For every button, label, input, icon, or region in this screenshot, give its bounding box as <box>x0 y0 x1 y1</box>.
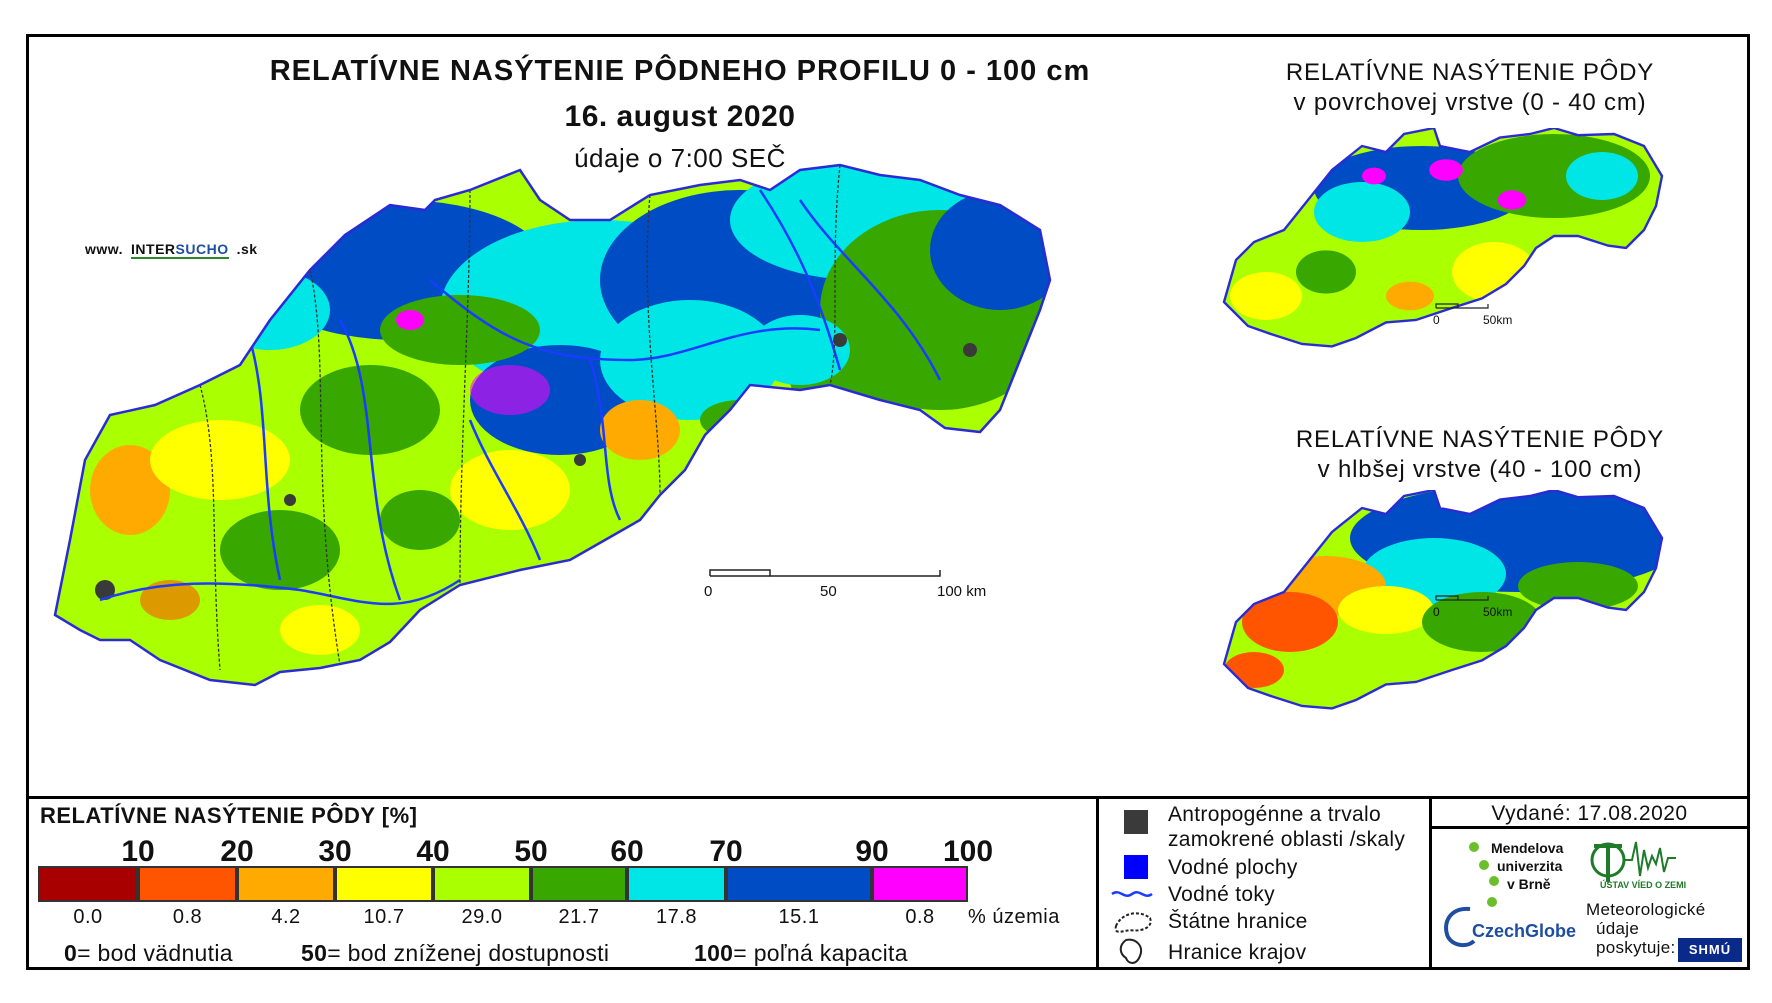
surface-map-title: RELATÍVNE NASÝTENIE PÔDY v povrchovej vr… <box>1200 58 1740 118</box>
color-swatch-8 <box>872 866 968 902</box>
water-area-swatch-icon <box>1124 855 1148 879</box>
deep-scale-50: 50km <box>1483 605 1512 619</box>
state-border-icon <box>1114 912 1152 933</box>
surface-scale-0: 0 <box>1433 313 1440 327</box>
share-value-1: 0.8 <box>172 906 203 928</box>
scale-num-10: 10 <box>121 835 155 868</box>
scale-num-90: 90 <box>855 835 889 868</box>
legend-divider-1 <box>1096 796 1099 970</box>
surface-layer-map: 0 50km <box>1222 128 1664 348</box>
meteo-credit: Meteorologické údaje poskytuje: <box>1586 900 1706 957</box>
scale-num-100: 100 <box>942 835 994 868</box>
definition-100: 100= poľná kapacita <box>694 940 908 966</box>
share-value-6: 17.8 <box>656 906 697 928</box>
main-scale-label-100: 100 km <box>937 583 986 600</box>
scale-num-20: 20 <box>220 835 254 868</box>
main-title: RELATÍVNE NASÝTENIE PÔDNEHO PROFILU 0 - … <box>269 55 1091 87</box>
deep-scale-bar <box>1435 595 1489 601</box>
scale-num-50: 50 <box>514 835 548 868</box>
key-state-border: Štátne hranice <box>1168 910 1308 933</box>
surface-scale-bar <box>1435 303 1489 309</box>
deep-map-title: RELATÍVNE NASÝTENIE PÔDY v hlbšej vrstve… <box>1210 425 1750 485</box>
scale-num-70: 70 <box>709 835 743 868</box>
mendel-university-logo: Mendelova univerzita v Brně <box>1491 840 1564 892</box>
share-value-8: 0.8 <box>905 906 935 928</box>
river-line-icon <box>1111 891 1153 897</box>
legend-panel <box>26 796 1750 970</box>
legend-divider-2 <box>1429 796 1432 970</box>
surface-scale-50: 50km <box>1483 313 1512 327</box>
key-region-border: Hranice krajov <box>1168 941 1307 964</box>
key-water-areas: Vodné plochy <box>1168 856 1298 879</box>
region-border-icon <box>1119 938 1142 964</box>
main-soil-moisture-map: 0 50 100 km <box>53 163 1052 687</box>
share-value-0: 0.0 <box>73 906 103 928</box>
share-unit: % územia <box>968 906 1060 928</box>
color-swatch-4 <box>433 866 531 902</box>
share-value-4: 29.0 <box>461 906 503 928</box>
scale-num-40: 40 <box>416 835 450 868</box>
shmu-logo: SHMÚ <box>1678 938 1742 962</box>
deep-layer-map: 0 50km <box>1222 490 1664 710</box>
time-subtitle: údaje o 7:00 SEČ <box>574 143 786 173</box>
definition-0: 0= bod vädnutia <box>64 940 233 966</box>
date-title: 16. august 2020 <box>564 100 796 133</box>
color-swatch-5 <box>531 866 627 902</box>
main-scale-label-50: 50 <box>820 583 837 600</box>
color-swatch-6 <box>627 866 726 902</box>
deep-title-line1: RELATÍVNE NASÝTENIE PÔDY <box>1295 426 1665 453</box>
uvgz-logo-text: ÚSTAV VÍED O ZEMI <box>1600 880 1687 890</box>
key-line-icons <box>1111 891 1153 964</box>
share-value-5: 21.7 <box>558 906 600 928</box>
main-map-fill <box>55 165 1050 685</box>
color-swatch-7 <box>726 866 872 902</box>
definition-50: 50= bod zníženej dostupnosti <box>301 940 610 966</box>
website-link[interactable]: www. INTERSUCHO .sk <box>85 241 258 259</box>
key-anthropogenic: Antropogénne a trvalo zamokrené oblasti … <box>1168 803 1406 851</box>
czechglobe-swoosh-icon <box>1444 906 1476 948</box>
legend-title: RELATÍVNE NASÝTENIE PÔDY [%] <box>40 803 418 828</box>
anthropogenic-swatch-icon <box>1124 810 1148 834</box>
czechglobe-logo: CzechGlobe <box>1472 921 1577 941</box>
color-swatch-3 <box>335 866 433 902</box>
legend-divider-3 <box>1429 826 1750 829</box>
mendel-logo-icon <box>1469 842 1499 907</box>
scale-num-30: 30 <box>318 835 352 868</box>
key-rivers: Vodné toky <box>1168 883 1275 906</box>
color-swatch-0 <box>38 866 138 902</box>
color-swatch-1 <box>138 866 237 902</box>
share-value-7: 15.1 <box>778 906 820 928</box>
share-value-2: 4.2 <box>271 906 301 928</box>
main-scale-label-0: 0 <box>704 583 712 600</box>
color-swatch-2 <box>237 866 335 902</box>
issued-date: Vydané: 17.08.2020 <box>1491 802 1688 825</box>
deep-scale-0: 0 <box>1433 605 1440 619</box>
scale-num-60: 60 <box>610 835 644 868</box>
share-value-3: 10.7 <box>363 906 405 928</box>
surface-title-line1: RELATÍVNE NASÝTENIE PÔDY <box>1285 59 1655 86</box>
uvgz-logo-icon <box>1590 841 1676 882</box>
deep-title-line2: v hlbšej vrstve (40 - 100 cm) <box>1317 456 1643 483</box>
main-scale-bar <box>709 569 941 577</box>
surface-title-line2: v povrchovej vrstve (0 - 40 cm) <box>1293 89 1647 116</box>
